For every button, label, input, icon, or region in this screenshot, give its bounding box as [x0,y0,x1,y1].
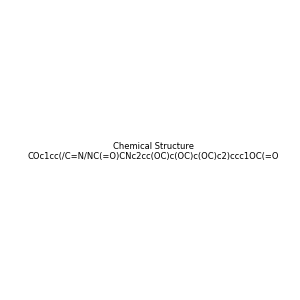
Text: Chemical Structure
COc1cc(/C=N/NC(=O)CNc2cc(OC)c(OC)c(OC)c2)ccc1OC(=O: Chemical Structure COc1cc(/C=N/NC(=O)CNc… [28,142,280,161]
